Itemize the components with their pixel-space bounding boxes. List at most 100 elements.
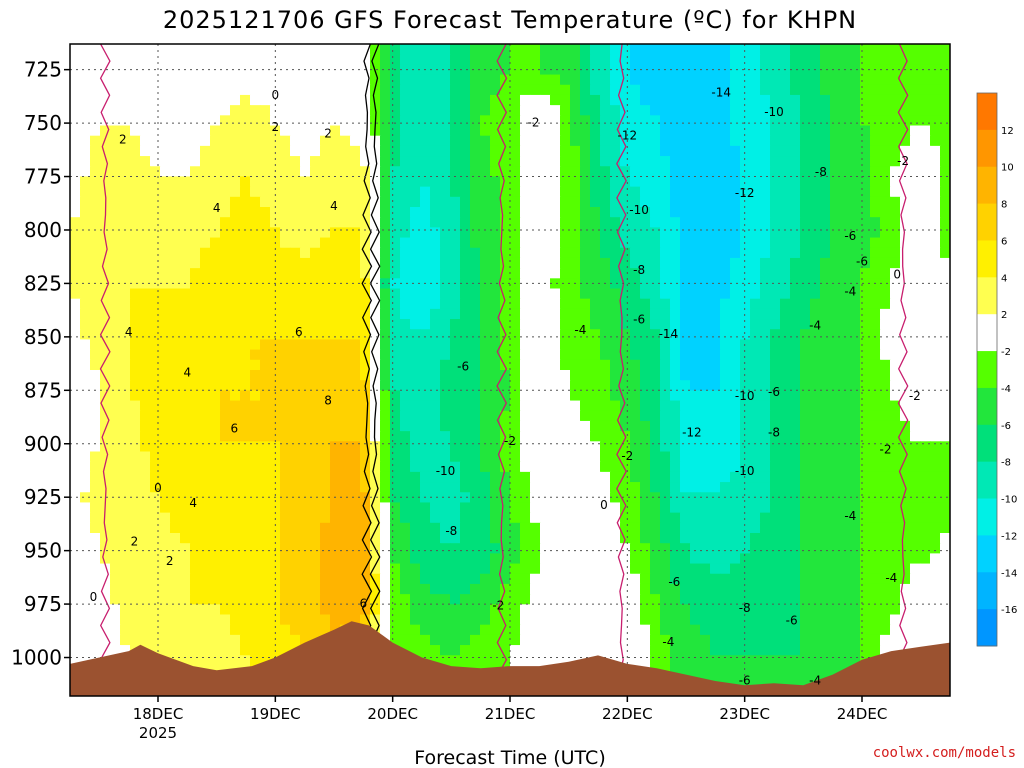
temp-cell	[390, 359, 401, 371]
temp-cell	[330, 74, 341, 86]
temp-cell	[710, 237, 721, 249]
temp-cell	[500, 370, 511, 381]
temp-cell	[670, 145, 681, 157]
temp-cell	[910, 533, 921, 544]
temp-cell	[700, 247, 711, 259]
temp-cell	[420, 257, 431, 269]
temp-cell	[470, 461, 481, 473]
temp-cell	[500, 563, 511, 575]
temp-cell	[900, 563, 911, 575]
temp-cell	[140, 339, 151, 351]
temp-cell	[380, 553, 391, 565]
temp-cell	[920, 563, 931, 575]
temp-cell	[790, 533, 801, 544]
temp-cell	[70, 502, 81, 514]
temp-cell	[440, 614, 451, 626]
temp-cell	[390, 400, 401, 412]
temp-cell	[450, 563, 461, 575]
temp-cell	[860, 502, 871, 514]
temp-cell	[230, 319, 241, 330]
temp-cell	[90, 400, 101, 412]
temp-cell	[180, 359, 191, 371]
temp-cell	[200, 94, 211, 106]
temp-cell	[690, 400, 701, 412]
temp-cell	[470, 288, 481, 300]
temp-cell	[710, 461, 721, 473]
temp-cell	[120, 573, 131, 585]
temp-cell	[510, 288, 521, 300]
temp-cell	[650, 298, 661, 310]
temp-cell	[850, 349, 861, 361]
temp-cell	[220, 583, 231, 595]
temp-cell	[680, 441, 691, 453]
temp-cell	[250, 278, 261, 290]
temp-cell	[310, 308, 321, 320]
temp-cell	[780, 329, 791, 341]
temp-cell	[430, 349, 441, 361]
temp-cell	[330, 461, 341, 473]
temp-cell	[610, 604, 621, 616]
temp-cell	[290, 420, 301, 432]
temp-cell	[890, 594, 901, 605]
temp-cell	[780, 583, 791, 595]
temp-cell	[580, 492, 591, 504]
temp-cell	[880, 471, 891, 483]
temp-cell	[670, 583, 681, 595]
temp-cell	[650, 502, 661, 514]
temp-cell	[410, 64, 421, 76]
temp-cell	[620, 247, 631, 259]
temp-cell	[870, 257, 881, 269]
temp-cell	[250, 257, 261, 269]
temp-cell	[290, 370, 301, 381]
temp-cell	[410, 74, 421, 86]
temp-cell	[70, 298, 81, 310]
temp-cell	[860, 573, 871, 585]
temp-cell	[530, 74, 541, 86]
temp-cell	[140, 522, 151, 534]
temp-cell	[740, 512, 751, 524]
temp-cell	[250, 594, 261, 605]
temp-cell	[260, 441, 271, 453]
temp-cell	[480, 502, 491, 514]
temp-cell	[740, 533, 751, 544]
temp-cell	[320, 278, 331, 290]
temp-cell	[240, 298, 251, 310]
temp-cell	[390, 339, 401, 351]
temp-cell	[700, 196, 711, 208]
temp-cell	[320, 308, 331, 320]
temp-cell	[510, 257, 521, 269]
temp-cell	[420, 125, 431, 137]
temp-cell	[180, 553, 191, 565]
temp-cell	[120, 105, 131, 116]
temp-cell	[810, 84, 821, 96]
temp-cell	[100, 156, 111, 167]
temp-cell	[250, 349, 261, 361]
temp-cell	[660, 441, 671, 453]
temp-cell	[640, 400, 651, 412]
temp-cell	[440, 420, 451, 432]
temp-cell	[470, 471, 481, 483]
temp-cell	[630, 105, 641, 116]
temp-cell	[340, 135, 351, 147]
temp-cell	[680, 166, 691, 178]
temp-cell	[70, 247, 81, 259]
temp-cell	[730, 237, 741, 249]
temp-cell	[280, 431, 291, 442]
temp-cell	[490, 105, 501, 116]
temp-cell	[560, 145, 571, 157]
temp-cell	[650, 604, 661, 616]
temp-cell	[690, 105, 701, 116]
temp-cell	[640, 308, 651, 320]
temp-cell	[540, 349, 551, 361]
temp-cell	[270, 451, 281, 463]
temp-cell	[640, 492, 651, 504]
temp-cell	[310, 145, 321, 157]
temp-cell	[570, 533, 581, 544]
temp-cell	[760, 166, 771, 178]
temp-cell	[780, 553, 791, 565]
temp-cell	[490, 308, 501, 320]
temp-cell	[280, 298, 291, 310]
temp-cell	[70, 84, 81, 96]
temp-cell	[210, 380, 221, 391]
temp-cell	[920, 420, 931, 432]
